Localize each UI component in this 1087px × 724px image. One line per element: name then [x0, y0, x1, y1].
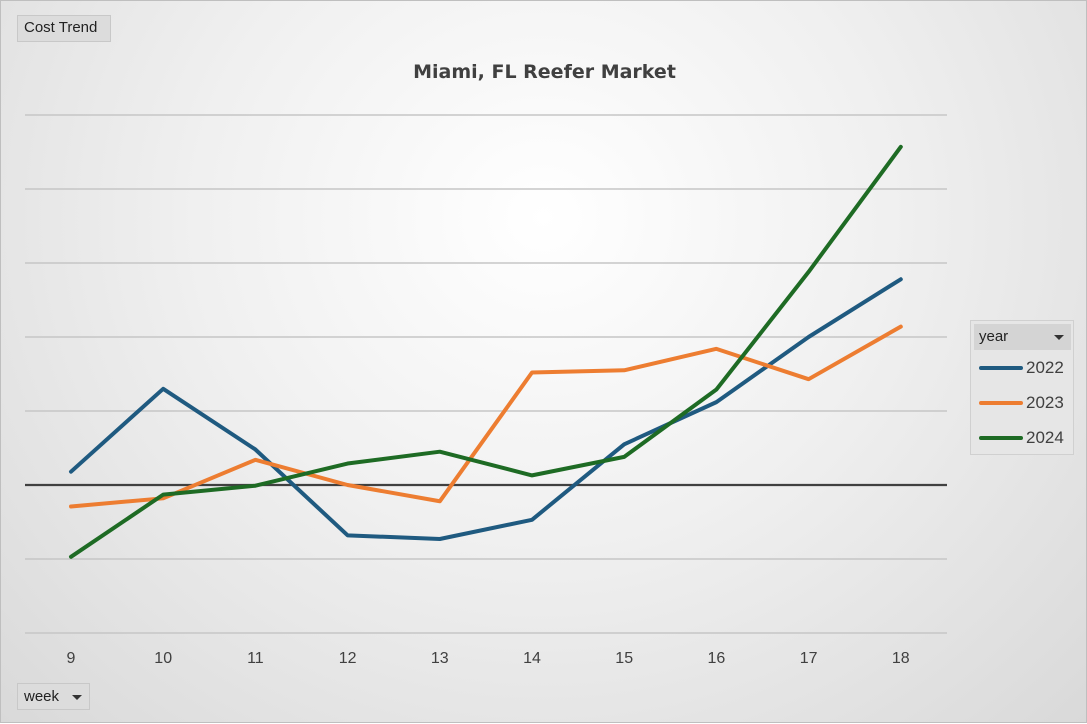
x-tick-label: 12: [339, 650, 357, 667]
x-tick-label: 14: [523, 650, 541, 667]
chevron-down-icon: [72, 695, 82, 700]
chevron-down-icon: [1054, 335, 1064, 340]
x-tick-label: 16: [708, 650, 726, 667]
legend-item-2022: 2022: [979, 357, 1071, 379]
legend-swatch-2023: [979, 401, 1023, 405]
legend-label-2024: 2024: [1026, 428, 1064, 448]
x-tick-label: 9: [67, 650, 76, 667]
pivot-field-label-week: week: [24, 688, 59, 705]
x-tick-label: 18: [892, 650, 910, 667]
series-line-2023: [71, 327, 901, 507]
legend: year 2022 2023 2024: [970, 320, 1074, 455]
series-line-2024: [71, 147, 901, 557]
legend-item-2023: 2023: [979, 392, 1071, 414]
legend-header-label: year: [979, 328, 1008, 345]
legend-swatch-2024: [979, 436, 1023, 440]
x-tick-label: 11: [247, 650, 264, 667]
series-line-2022: [71, 279, 901, 539]
x-tick-label: 10: [154, 650, 172, 667]
legend-label-2023: 2023: [1026, 393, 1064, 413]
x-tick-label: 15: [615, 650, 633, 667]
legend-swatch-2022: [979, 366, 1023, 370]
legend-label-2022: 2022: [1026, 358, 1064, 378]
legend-filter-button-year[interactable]: year: [974, 324, 1071, 350]
legend-item-2024: 2024: [979, 427, 1071, 449]
x-tick-label: 13: [431, 650, 449, 667]
pivot-field-button-week[interactable]: week: [17, 683, 90, 710]
x-tick-label: 17: [800, 650, 818, 667]
